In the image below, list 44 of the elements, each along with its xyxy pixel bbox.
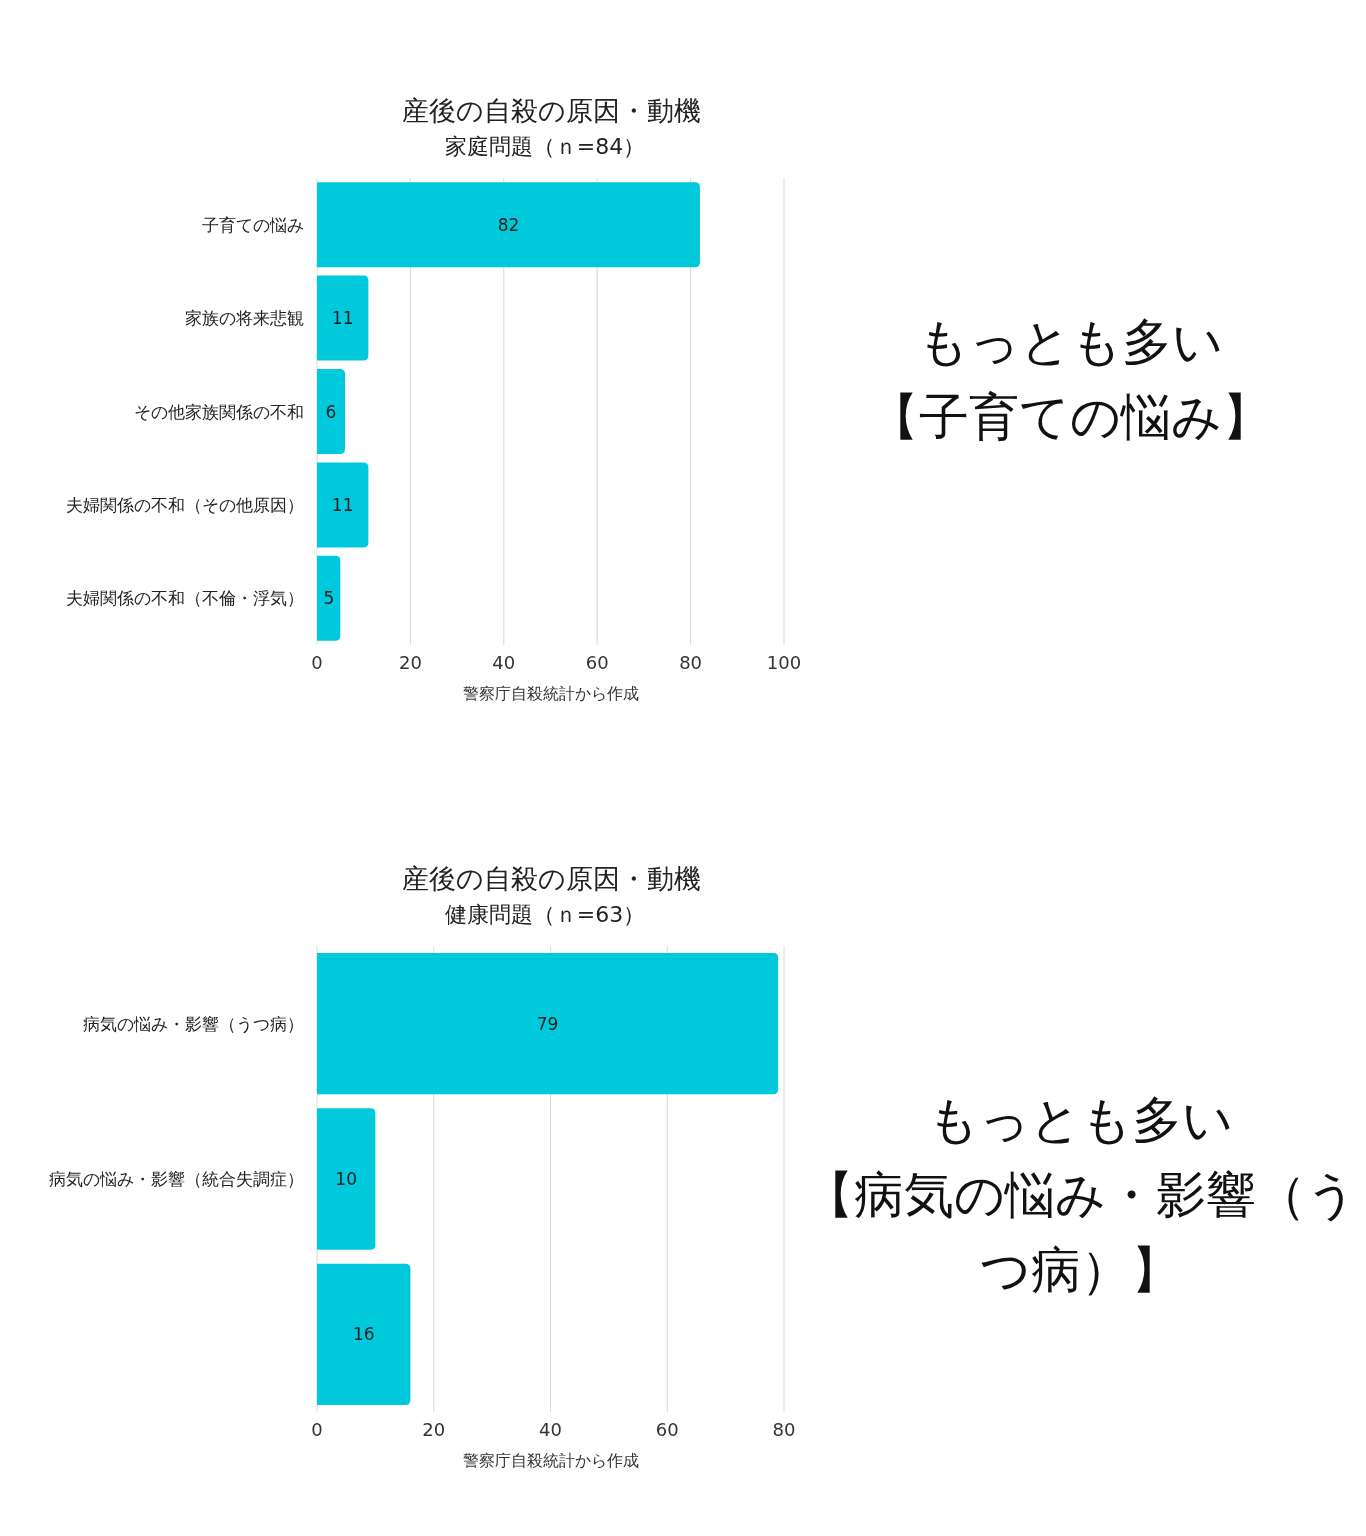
bar [317,1108,376,1250]
data-label: 10 [335,1169,358,1189]
x-tick-label: 80 [772,1418,796,1440]
chart-subtitle: 家庭問題（ｎ=84） [444,133,646,159]
data-label: 82 [497,214,520,235]
x-axis-title: 警察庁自殺統計から作成 [463,1450,639,1470]
text: もっとも多い [916,312,1224,373]
bar [317,555,341,641]
x-tick-label: 80 [679,651,703,673]
data-label: 5 [323,588,335,609]
x-tick-label: 60 [655,1418,679,1440]
text: 【子育ての悩み】 [867,387,1273,448]
y-tick-label: 夫婦関係の不和（不倫・浮気） [66,588,304,609]
y-tick-label: その他家族関係の不和 [134,401,304,422]
chart-subtitle: 健康問題（ｎ=63） [444,901,646,927]
bar [317,275,369,361]
data-label: 16 [352,1324,375,1345]
chart-title: 産後の自殺の原因・動機 [401,862,701,894]
x-tick-label: 0 [311,651,323,673]
bar [317,369,346,454]
data-label: 6 [325,401,337,422]
data-label: 79 [536,1013,559,1034]
x-tick-label: 20 [422,1418,446,1440]
y-tick-label: 家族の将来悲観 [185,308,304,329]
y-tick-label: 病気の悩み・影響（うつ病） [83,1013,304,1034]
data-label: 11 [331,494,354,515]
x-tick-label: 100 [766,651,802,673]
y-tick-label: 病気の悩み・影響（統合失調症） [49,1169,304,1189]
bar [317,462,369,548]
bar [317,952,779,1095]
y-tick-label: 夫婦関係の不和（その他原因） [66,494,304,515]
bar [317,182,700,268]
data-label: 11 [331,308,354,329]
x-tick-label: 20 [398,651,422,673]
chart-title: 産後の自殺の原因・動機 [401,94,701,126]
x-axis-title: 警察庁自殺統計から作成 [463,683,639,703]
x-tick-label: 0 [311,1418,323,1440]
y-tick-label: 子育ての悩み [202,214,304,235]
x-tick-label: 40 [539,1418,562,1440]
x-tick-label: 60 [585,651,609,673]
text: 【病気の悩み・影響（うつ病）】 [802,1165,1358,1301]
text: もっとも多い [926,1090,1234,1151]
x-tick-label: 40 [492,651,516,673]
bar [317,1263,411,1406]
